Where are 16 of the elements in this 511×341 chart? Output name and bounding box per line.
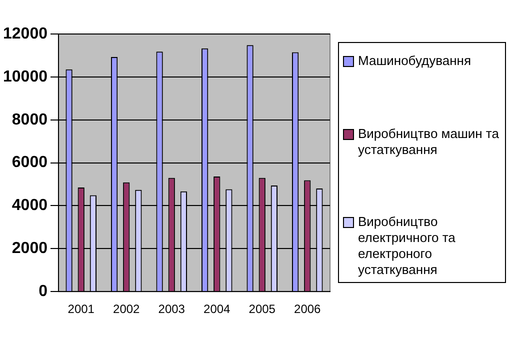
x-tick-label: 2004 — [204, 302, 231, 316]
x-tick-label: 2006 — [294, 302, 322, 316]
y-tick-label: 6000 — [12, 154, 48, 172]
y-tick-label: 10000 — [2, 68, 48, 86]
y-tick-label: 4000 — [12, 197, 48, 214]
x-tick-label: 2002 — [113, 302, 140, 316]
y-tick-label: 12000 — [2, 25, 48, 42]
y-tick-label: 8000 — [12, 111, 48, 128]
legend-label: Виробництво машин та устаткування — [358, 126, 500, 158]
legend-label: Машинобудування — [358, 53, 472, 69]
y-tick-label: 0 — [38, 283, 48, 300]
y-tick-label: 2000 — [12, 240, 48, 258]
x-tick-label: 2001 — [68, 302, 95, 316]
x-tick-label: 2005 — [248, 302, 276, 316]
legend-label: Виробництво електричного та електроного устаткування — [358, 214, 456, 278]
x-tick-label: 2003 — [158, 302, 186, 316]
